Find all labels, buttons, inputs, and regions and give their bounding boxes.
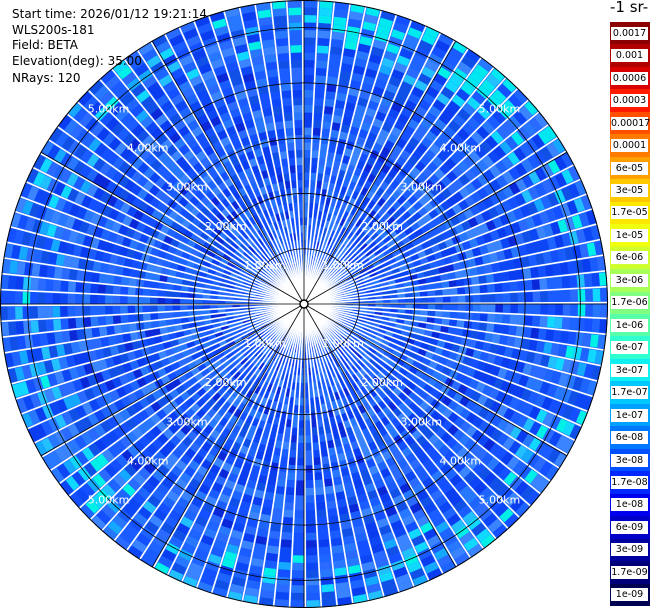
colorbar-label: 1.7e-08 <box>611 475 648 489</box>
instrument-id: WLS200s-181 <box>12 23 95 37</box>
colorbar-unit-label: -1 sr- <box>610 0 649 16</box>
azimuth-line <box>303 151 568 305</box>
colorbar-label: 3e-08 <box>611 453 648 467</box>
ring-label: 1.00km <box>322 259 364 272</box>
ring-label: 5.00km <box>479 493 521 506</box>
ring-labels: 1.00km 1.00km 1.00km 1.00km 2.00km 2.00km 2.00… <box>88 103 520 507</box>
colorbar-label: 6e-06 <box>611 251 648 265</box>
colorbar-label: 3e-07 <box>611 363 648 377</box>
colorbar-label: 3e-06 <box>611 273 648 287</box>
colorbar-label: 6e-07 <box>611 341 648 355</box>
colorbar-label: 0.001 <box>611 49 648 63</box>
field-name: Field: BETA <box>12 38 78 52</box>
ring-label: 3.00km <box>166 181 208 194</box>
colorbar-label: 1.7e-05 <box>611 206 648 220</box>
colorbar-label: 6e-05 <box>611 161 648 175</box>
center-marker <box>299 299 309 309</box>
azimuth-line <box>40 303 305 457</box>
colorbar-label: 1.7e-06 <box>611 296 648 310</box>
ring-label: 5.00km <box>88 493 130 506</box>
colorbar-label: 0.0006 <box>611 71 648 85</box>
ring-label: 1.00km <box>244 259 286 272</box>
elevation: Elevation(deg): 35.00 <box>12 54 142 68</box>
ring-label: 2.00km <box>205 376 247 389</box>
ring-label: 2.00km <box>205 220 247 233</box>
ring-label: 3.00km <box>400 181 442 194</box>
colorbar-label: 1e-09 <box>611 588 648 602</box>
colorbar-label: 1e-06 <box>611 318 648 332</box>
colorbar-label: 0.00017 <box>611 116 650 130</box>
azimuth-line <box>151 40 305 305</box>
nrays: NRays: 120 <box>12 71 81 85</box>
ring-label: 2.00km <box>361 376 403 389</box>
azimuth-line <box>303 303 568 457</box>
colorbar-label: 0.0003 <box>611 94 648 108</box>
ring-label: 3.00km <box>166 415 208 428</box>
disc-border <box>0 0 608 608</box>
start-time: Start time: 2026/01/12 19:21:14 <box>12 7 207 21</box>
azimuth-line <box>303 40 457 305</box>
azimuth-line <box>40 151 305 305</box>
colorbar-label: 6e-09 <box>611 520 648 534</box>
colorbar-label: 1.7e-09 <box>611 565 648 579</box>
colorbar: 0.0017 0.001 0.0006 0.0003 0.00017 0.0001 6e-0… <box>610 22 650 607</box>
ring-label: 4.00km <box>440 142 482 155</box>
ring-label: 1.00km <box>244 337 286 350</box>
colorbar-label: 1.7e-07 <box>611 386 648 400</box>
colorbar-label: 1e-07 <box>611 408 648 422</box>
ring-label: 4.00km <box>127 454 169 467</box>
ring-label: 2.00km <box>361 220 403 233</box>
colorbar-label: 0.0001 <box>611 139 648 153</box>
ring-label: 4.00km <box>440 454 482 467</box>
radar-disc <box>0 0 608 608</box>
colorbar-label: 1e-08 <box>611 498 648 512</box>
colorbar-label: 0.0017 <box>611 26 648 40</box>
ray-gaps <box>0 0 608 608</box>
ring-label: 3.00km <box>400 415 442 428</box>
azimuth-line <box>151 303 305 568</box>
colorbar-label: 1e-05 <box>611 228 648 242</box>
colorbar-label: 6e-08 <box>611 431 648 445</box>
azimuth-line <box>303 303 457 568</box>
ring-label: 4.00km <box>127 142 169 155</box>
ring-label: 1.00km <box>322 337 364 350</box>
colorbar-label: 3e-09 <box>611 543 648 557</box>
ring-label: 5.00km <box>88 103 130 116</box>
colorbar-label: 3e-05 <box>611 183 648 197</box>
ring-label: 5.00km <box>479 103 521 116</box>
range-ring-overlay <box>0 0 608 608</box>
